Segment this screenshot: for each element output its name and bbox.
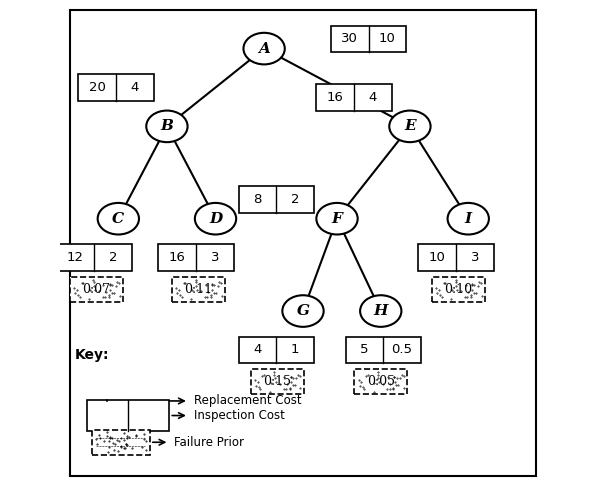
- Text: 16: 16: [169, 251, 185, 264]
- Text: 5: 5: [360, 344, 368, 356]
- Text: 0:07: 0:07: [82, 283, 110, 295]
- Text: 4: 4: [130, 81, 139, 94]
- Text: Replacement Cost: Replacement Cost: [194, 395, 301, 407]
- Text: 4: 4: [253, 344, 262, 356]
- Text: 10: 10: [379, 33, 396, 45]
- Ellipse shape: [195, 203, 236, 234]
- FancyBboxPatch shape: [418, 244, 494, 271]
- Text: 0:10: 0:10: [444, 283, 473, 295]
- FancyBboxPatch shape: [78, 74, 153, 101]
- Text: I: I: [465, 212, 472, 226]
- Text: E: E: [404, 120, 416, 133]
- Text: F: F: [331, 212, 342, 226]
- Ellipse shape: [360, 295, 401, 327]
- FancyBboxPatch shape: [354, 369, 407, 394]
- FancyBboxPatch shape: [56, 244, 132, 271]
- Ellipse shape: [98, 203, 139, 234]
- Text: 3: 3: [211, 251, 219, 264]
- Text: 1: 1: [291, 344, 299, 356]
- Text: Inspection Cost: Inspection Cost: [194, 409, 285, 422]
- FancyBboxPatch shape: [87, 399, 169, 432]
- Text: 2: 2: [108, 251, 117, 264]
- Text: Failure Prior: Failure Prior: [174, 436, 244, 449]
- Text: Key:: Key:: [75, 348, 109, 362]
- Ellipse shape: [244, 33, 285, 65]
- Text: 12: 12: [67, 251, 84, 264]
- FancyBboxPatch shape: [239, 336, 314, 364]
- Ellipse shape: [282, 295, 324, 327]
- Text: 0:05: 0:05: [367, 375, 395, 388]
- Ellipse shape: [448, 203, 489, 234]
- Ellipse shape: [316, 203, 358, 234]
- FancyBboxPatch shape: [171, 277, 225, 302]
- Text: D: D: [209, 212, 222, 226]
- FancyBboxPatch shape: [239, 186, 314, 213]
- Ellipse shape: [146, 110, 188, 142]
- FancyBboxPatch shape: [316, 84, 391, 110]
- Text: B: B: [161, 120, 173, 133]
- Text: 0:15: 0:15: [263, 375, 291, 388]
- Text: 16: 16: [327, 91, 344, 104]
- Text: 2: 2: [291, 193, 299, 206]
- FancyBboxPatch shape: [331, 25, 406, 52]
- FancyBboxPatch shape: [70, 277, 123, 302]
- FancyBboxPatch shape: [345, 336, 421, 364]
- Text: H: H: [373, 304, 388, 318]
- FancyBboxPatch shape: [92, 430, 150, 455]
- FancyBboxPatch shape: [158, 244, 234, 271]
- Text: 0.5: 0.5: [391, 344, 413, 356]
- Text: 3: 3: [471, 251, 479, 264]
- FancyBboxPatch shape: [250, 369, 304, 394]
- Text: 0:11: 0:11: [184, 283, 213, 295]
- Text: 4: 4: [368, 91, 377, 104]
- Ellipse shape: [389, 110, 431, 142]
- Text: A: A: [258, 42, 270, 55]
- Text: 10: 10: [429, 251, 445, 264]
- Text: C: C: [112, 212, 124, 226]
- FancyBboxPatch shape: [432, 277, 485, 302]
- Text: 30: 30: [341, 33, 358, 45]
- Text: G: G: [296, 304, 310, 318]
- Text: 20: 20: [88, 81, 105, 94]
- Text: 8: 8: [253, 193, 262, 206]
